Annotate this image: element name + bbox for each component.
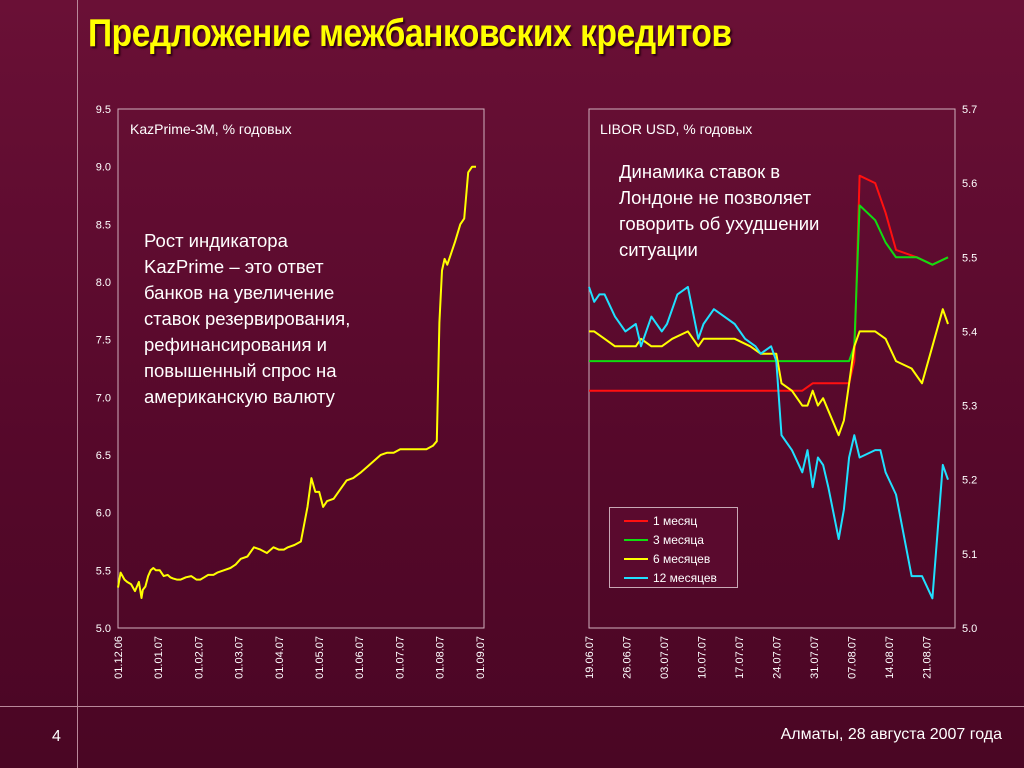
annotation-line: Лондоне не позволяет [619,187,812,208]
y-tick-label: 8.5 [96,219,111,231]
legend-entry-12m: 12 месяцев [624,568,737,587]
y-tick-label: 6.0 [96,508,111,520]
annotation-line: KazPrime – это ответ [144,256,324,277]
x-tick-label: 01.07.07 [394,636,406,679]
y-tick-label: 9.5 [96,104,111,116]
legend-swatch [624,519,648,522]
legend-label: 12 месяцев [653,570,717,585]
series-line-1 [117,165,476,599]
y-tick-label: 5.3 [962,401,977,413]
y-tick-label: 5.0 [96,623,111,635]
legend-label: 6 месяцев [653,551,711,566]
x-tick-label: 14.08.07 [884,636,896,679]
x-tick-label: 01.08.07 [435,636,447,679]
y-tick-label: 5.1 [962,549,977,561]
annotation-line: ситуации [619,239,698,260]
x-tick-label: 31.07.07 [809,636,821,679]
footer-text: Алматы, 28 августа 2007 года [780,726,1002,743]
annotation-line: банков на увеличение [144,282,335,303]
slide-number: 4 [52,728,61,745]
x-tick-label: 24.07.07 [772,636,784,679]
y-tick-label: 6.5 [96,450,111,462]
legend-entry-1m: 1 месяц [624,511,737,530]
y-tick-label: 5.5 [96,565,111,577]
x-tick-label: 01.01.07 [153,636,165,679]
annotation-line: повышенный спрос на [144,360,337,381]
kazprime-chart-label: KazPrime-3M, % годовых [130,121,292,137]
x-tick-label: 07.08.07 [847,636,859,679]
charts-canvas: KazPrime-3M, % годовых 5.0 5.5 6.0 6.5 7.0 7.… [96,104,977,679]
x-tick-label: 21.08.07 [922,636,934,679]
legend-label: 1 месяц [653,513,698,528]
libor-chart-label: LIBOR USD, % годовых [600,121,752,137]
libor-legend: 1 месяц 3 месяца 6 месяцев 12 месяцев [609,507,738,588]
libor-plot-area [588,108,956,629]
legend-swatch [624,538,648,541]
y-tick-label: 5.6 [962,178,977,190]
frame-horizontal-line [0,706,1024,707]
x-tick-label: 01.02.07 [193,636,205,679]
slide-title: Предложение межбанковских кредитов [88,12,732,55]
series-line-3 [589,308,949,437]
y-tick-label: 7.0 [96,392,111,404]
series-line-4 [588,285,949,600]
annotation-line: говорить об ухудшении [619,213,820,234]
kazprime-annotation: Рост индикатора KazPrime – это ответ бан… [144,228,350,410]
libor-annotation: Динамика ставок в Лондоне не позволяет г… [619,159,819,263]
frame-vertical-line [77,0,78,768]
y-tick-label: 7.5 [96,335,111,347]
annotation-line: рефинансирования и [144,334,327,355]
y-tick-label: 5.0 [962,623,977,635]
x-tick-label: 01.09.07 [475,636,487,679]
annotation-line: Рост индикатора [144,230,288,251]
x-tick-label: 03.07.07 [659,636,671,679]
x-tick-label: 19.06.07 [584,636,596,679]
x-tick-label: 26.06.07 [622,636,634,679]
legend-entry-3m: 3 месяца [624,530,737,549]
x-tick-label: 01.03.07 [234,636,246,679]
libor-chart: LIBOR USD, % годовых 5.0 5.1 5.2 5.3 5.4 5.5 5… [584,104,977,679]
series-line-2 [589,204,949,363]
x-tick-label: 01.04.07 [274,636,286,679]
y-tick-label: 9.0 [96,162,111,174]
annotation-line: американскую валюту [144,386,335,407]
x-tick-label: 01.06.07 [354,636,366,679]
kazprime-plot-area [117,108,485,629]
y-tick-label: 5.4 [962,326,977,338]
legend-entry-6m: 6 месяцев [624,549,737,568]
y-tick-label: 8.0 [96,277,111,289]
legend-label: 3 месяца [653,532,704,547]
series-line-1 [589,174,949,392]
annotation-line: ставок резервирования, [144,308,351,329]
x-tick-label: 17.07.07 [734,636,746,679]
y-tick-label: 5.5 [962,252,977,264]
legend-swatch [624,576,648,579]
legend-swatch [624,557,648,560]
kazprime-chart: KazPrime-3M, % годовых 5.0 5.5 6.0 6.5 7.0 7.… [96,104,487,679]
y-tick-label: 5.2 [962,475,977,487]
y-tick-label: 5.7 [962,104,977,116]
annotation-line: Динамика ставок в [619,161,781,182]
x-tick-label: 10.07.07 [697,636,709,679]
x-tick-label: 01.12.06 [113,636,125,679]
x-tick-label: 01.05.07 [314,636,326,679]
